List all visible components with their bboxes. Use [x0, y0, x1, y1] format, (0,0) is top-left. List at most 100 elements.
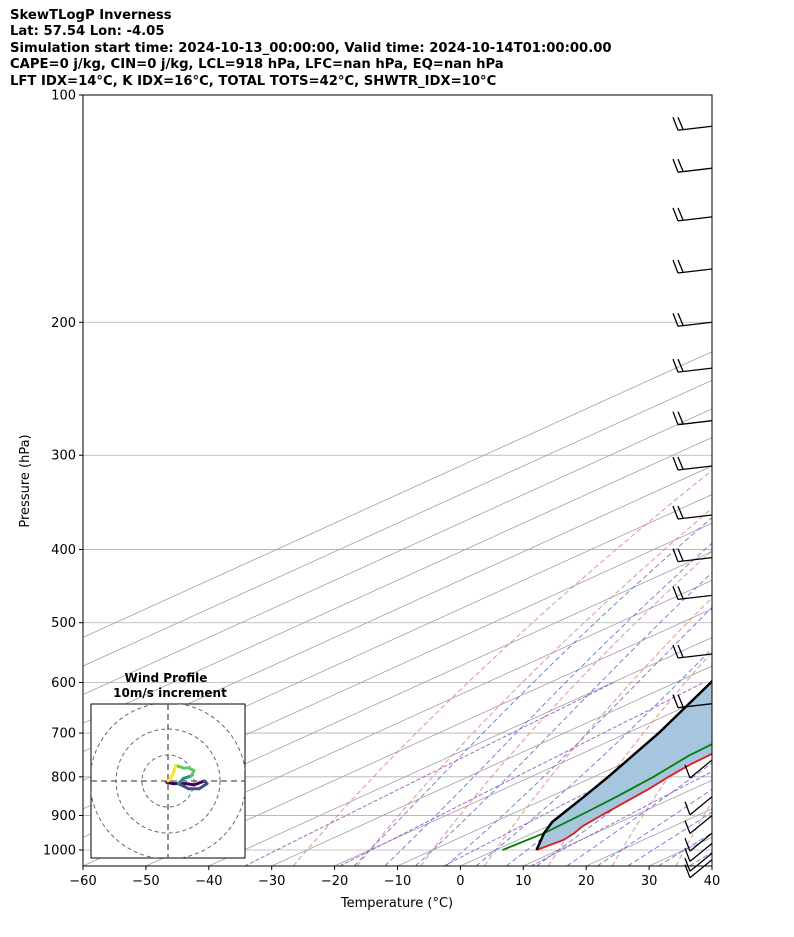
isotherm-line	[271, 665, 712, 866]
chart-title: SkewTLogP Inverness	[10, 8, 172, 23]
wind-barb	[672, 586, 713, 601]
isotherm-line	[83, 551, 712, 838]
barb-staff	[689, 859, 713, 879]
y-tick-label: 800	[51, 770, 76, 785]
barb-staff	[677, 653, 713, 659]
barb-flag	[677, 158, 684, 172]
wind-barb	[672, 694, 713, 709]
barb-flag	[672, 694, 679, 708]
hodograph-segment	[166, 776, 173, 783]
hodograph-segment	[176, 782, 191, 791]
dry-adiabat	[292, 469, 712, 866]
x-axis-label: Temperature (°C)	[340, 896, 453, 911]
isotherm-line	[83, 436, 712, 724]
barb-flag	[672, 456, 679, 471]
barb-staff	[677, 703, 713, 709]
barb-flag	[672, 411, 679, 425]
wind-barb	[672, 259, 713, 274]
wind-barb	[672, 313, 713, 327]
barb-flag	[677, 456, 684, 470]
barb-flag	[672, 586, 679, 600]
chart-header: SkewTLogP Inverness Lat: 57.54 Lon: -4.0…	[10, 8, 612, 90]
barb-flag	[684, 858, 691, 872]
wind-profile-title: Wind Profile	[125, 671, 208, 685]
hodograph-segment	[192, 779, 206, 787]
y-tick-label: 1000	[43, 844, 76, 859]
cin-cape-shading	[536, 681, 712, 850]
y-axis-ticks: 1000 900 800 700 600 500 400 300 200 100	[43, 89, 83, 859]
barb-staff	[689, 832, 713, 852]
moist-adiabat	[475, 648, 712, 866]
barb-flag	[677, 548, 684, 561]
wind-barb	[672, 158, 713, 173]
wind-barb	[684, 759, 713, 779]
y-tick-label: 500	[51, 616, 76, 631]
y-tick-label: 300	[51, 449, 76, 464]
x-tick-label: −30	[258, 874, 285, 889]
y-tick-label: 400	[51, 543, 76, 558]
convective-indices: CAPE=0 j/kg, CIN=0 j/kg, LCL=918 hPa, LF…	[10, 57, 504, 73]
barb-staff	[677, 216, 713, 222]
parcel-profile-line	[535, 679, 712, 851]
barb-flag	[672, 158, 679, 173]
wind-barbs	[672, 117, 713, 879]
x-tick-label: −60	[69, 874, 96, 889]
wind-barb	[684, 796, 713, 816]
barb-flag	[684, 848, 691, 862]
isotherm-line	[711, 865, 712, 866]
barb-flag	[672, 207, 679, 222]
barb-staff	[677, 268, 713, 274]
moist-adiabat	[720, 95, 794, 866]
barb-flag	[677, 586, 684, 599]
barb-staff	[677, 167, 713, 173]
barb-staff	[689, 814, 713, 834]
moist-adiabat	[597, 788, 712, 866]
wind-barb	[672, 548, 713, 563]
dry-adiabat	[484, 597, 712, 866]
wind-barb	[672, 358, 713, 373]
y-tick-label: 700	[51, 727, 76, 742]
barb-staff	[677, 367, 713, 373]
barb-staff	[677, 321, 713, 327]
wind-barb	[684, 842, 713, 862]
y-axis-label: Pressure (hPa)	[18, 434, 33, 527]
barb-staff	[689, 842, 713, 862]
barb-flag	[672, 644, 679, 659]
wind-barb	[672, 505, 713, 520]
barb-flag	[684, 820, 691, 834]
isotherm-line	[83, 408, 712, 696]
barb-staff	[689, 759, 713, 779]
barb-staff	[677, 514, 713, 520]
barb-flag	[684, 764, 691, 779]
wind-profile-inset: Wind Profile 10m/s increment	[90, 671, 246, 859]
barb-staff	[677, 125, 713, 131]
barb-flag	[677, 411, 684, 424]
wind-barb	[684, 832, 713, 852]
barb-flag	[684, 837, 691, 852]
dry-adiabat	[420, 549, 712, 866]
hodograph-segment	[197, 782, 209, 791]
barb-flag	[672, 117, 679, 131]
x-tick-label: −50	[132, 874, 159, 889]
barb-flag	[677, 117, 684, 130]
x-tick-label: 30	[641, 874, 658, 889]
mixing-ratio-line	[339, 682, 704, 866]
mixing-ratio-line	[530, 771, 712, 866]
wind-barb	[672, 456, 713, 471]
barb-flag	[672, 259, 679, 274]
barb-flag	[677, 644, 684, 658]
isotherm-line	[83, 579, 712, 866]
wind-barb	[672, 644, 713, 659]
y-tick-label: 900	[51, 809, 76, 824]
barb-flag	[677, 694, 684, 707]
wind-barb	[672, 207, 713, 222]
isotherm-line	[208, 636, 712, 866]
x-tick-label: 20	[578, 874, 595, 889]
dry-adiabat	[356, 507, 712, 866]
x-tick-label: 10	[515, 874, 532, 889]
isotherm-line	[83, 351, 712, 638]
isotherm-line	[83, 379, 712, 667]
x-axis-ticks: −60 −50 −40 −30 −20 −10 0 10 20 30 40	[69, 866, 720, 889]
x-tick-label: −20	[321, 874, 348, 889]
